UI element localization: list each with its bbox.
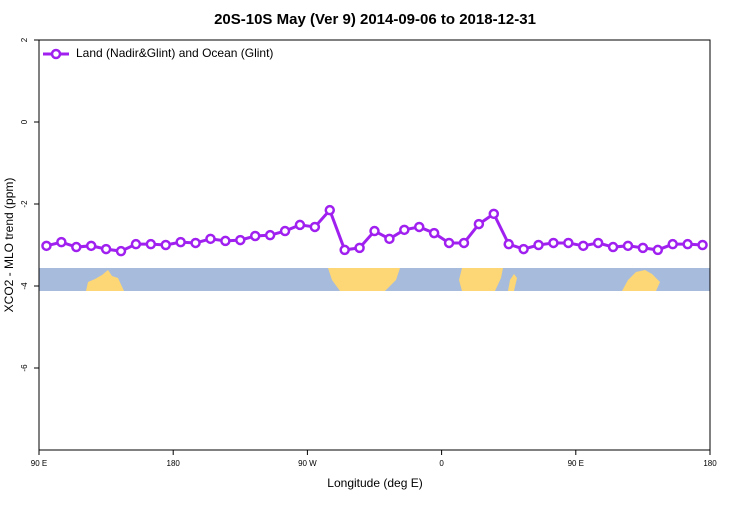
point	[205, 233, 216, 245]
point	[533, 239, 544, 251]
point	[279, 225, 291, 237]
point	[100, 243, 112, 255]
point	[130, 238, 142, 250]
legend-marker	[50, 48, 62, 60]
point	[85, 240, 97, 252]
point	[607, 241, 619, 253]
point	[294, 219, 306, 231]
y-tick-label: -6	[20, 364, 29, 372]
point	[56, 236, 67, 248]
legend-label: Land (Nadir&Glint) and Ocean (Glint)	[76, 46, 273, 60]
point	[145, 238, 157, 250]
point	[264, 229, 276, 241]
y-tick-label: 0	[20, 119, 29, 124]
x-tick-label: 90 W	[298, 459, 317, 468]
point	[503, 238, 514, 250]
y-axis-label: XCO2 - MLO trend (ppm)	[2, 178, 16, 313]
point	[428, 227, 440, 239]
point	[369, 225, 380, 237]
point	[324, 204, 336, 216]
y-tick-label: -2	[20, 200, 29, 208]
point	[578, 240, 589, 252]
x-tick-label: 180	[703, 459, 717, 468]
point	[458, 237, 470, 249]
point	[399, 224, 410, 236]
point	[339, 244, 350, 256]
x-tick-label: 90 E	[568, 459, 584, 468]
x-tick-label: 90 E	[31, 459, 47, 468]
point	[637, 242, 649, 254]
point	[354, 242, 365, 254]
point	[309, 221, 321, 233]
point	[443, 237, 455, 249]
point	[384, 233, 395, 245]
point	[667, 238, 678, 250]
chart-title: 20S-10S May (Ver 9) 2014-09-06 to 2018-1…	[214, 11, 536, 28]
map-strip	[39, 268, 710, 291]
point	[548, 237, 559, 249]
point	[652, 244, 664, 256]
y-tick-label: -4	[20, 282, 29, 290]
point	[682, 238, 693, 250]
x-axis-label: Longitude (deg E)	[327, 476, 422, 490]
point	[249, 230, 261, 242]
point	[622, 240, 634, 252]
point	[697, 239, 708, 251]
point	[563, 237, 574, 249]
point	[413, 221, 425, 233]
point	[41, 240, 52, 252]
point	[592, 237, 604, 249]
point	[160, 239, 171, 251]
point	[115, 245, 127, 257]
point	[190, 237, 201, 249]
plot-frame	[38, 39, 711, 451]
point	[175, 236, 186, 248]
point	[220, 235, 231, 247]
point	[488, 208, 500, 220]
y-tick-label: 2	[20, 37, 29, 42]
x-tick-label: 180	[167, 459, 181, 468]
point	[518, 243, 529, 255]
point	[235, 234, 246, 246]
point	[473, 218, 485, 230]
x-tick-label: 0	[439, 459, 444, 468]
point	[71, 241, 82, 253]
